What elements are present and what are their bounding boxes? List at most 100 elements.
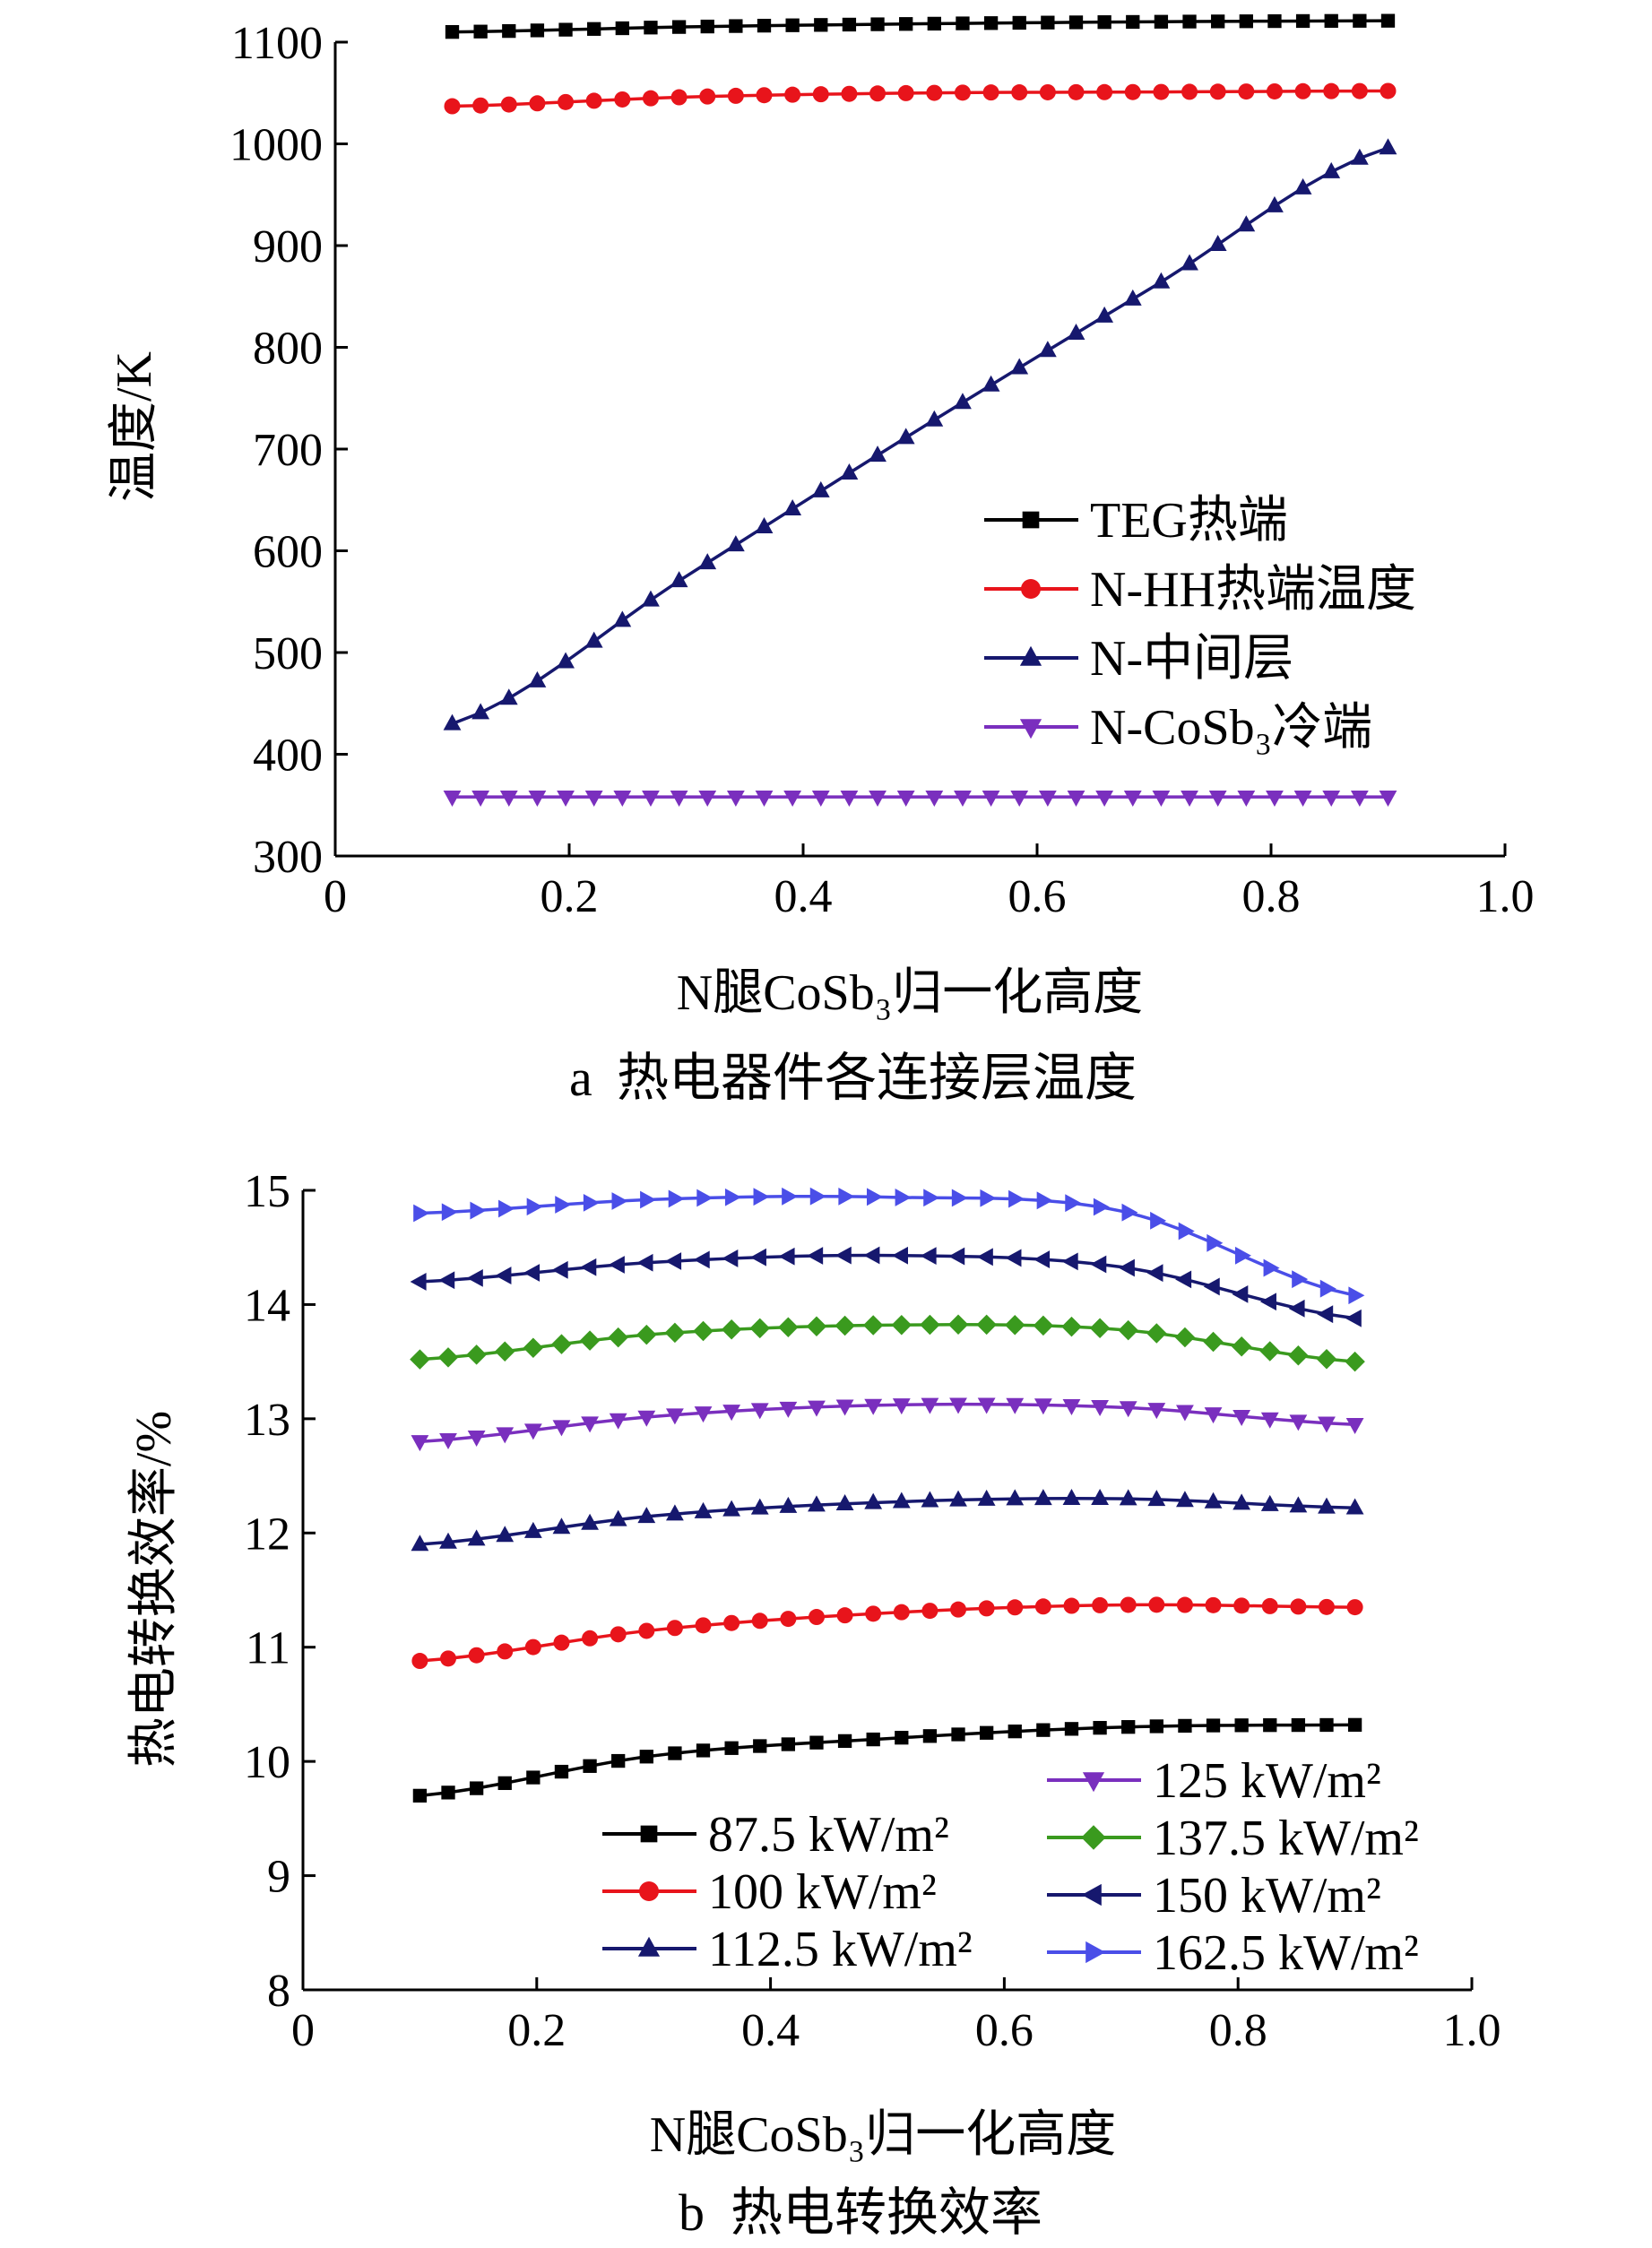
panel-b-series-3 xyxy=(411,1488,1364,1552)
panel-b-data-point xyxy=(1091,1400,1109,1417)
panel-a-data-point xyxy=(1181,790,1198,807)
panel-b-y-tick-label: 15 xyxy=(244,1166,290,1217)
panel-a-y-tick-label: 600 xyxy=(253,527,323,578)
panel-a-series-3 xyxy=(443,138,1397,731)
panel-b-data-point xyxy=(781,1737,796,1751)
panel-a-data-point xyxy=(471,703,490,720)
panel-a-data-point xyxy=(1324,13,1338,28)
panel-a-data-point xyxy=(1211,14,1225,29)
panel-b-data-point xyxy=(1345,1498,1364,1515)
panel-a-data-point xyxy=(1126,14,1140,30)
panel-a-y-tick-label: 300 xyxy=(253,832,323,883)
panel-b-data-point xyxy=(1261,1597,1278,1614)
panel-b-data-point xyxy=(895,1731,909,1745)
panel-b-data-point xyxy=(666,1408,684,1425)
panel-b-data-point xyxy=(583,1759,597,1773)
panel-b-data-point xyxy=(668,1189,685,1208)
panel-a-legend-item: N-CoSb₃冷端 xyxy=(984,700,1372,756)
panel-b-data-point xyxy=(581,1513,599,1530)
panel-b-data-point xyxy=(581,1416,599,1433)
panel-b-data-point xyxy=(863,1246,880,1265)
panel-b-data-point xyxy=(1034,1598,1051,1615)
panel-a-x-tick-label: 1.0 xyxy=(1476,871,1535,922)
panel-b-data-point xyxy=(1178,1222,1195,1241)
panel-a-data-point xyxy=(1123,289,1142,306)
panel-b-y-tick-label: 9 xyxy=(267,1852,290,1903)
panel-a-legend-label: N-HH热端温度 xyxy=(1090,562,1416,618)
panel-a-data-point xyxy=(814,18,828,32)
panel-b-data-point xyxy=(495,1267,512,1284)
panel-a-data-point xyxy=(615,21,629,36)
panel-b-data-point xyxy=(410,1273,427,1291)
panel-b-x-tick-label: 0.6 xyxy=(975,2005,1034,2056)
panel-b-data-point xyxy=(1289,1414,1308,1431)
panel-b-data-point xyxy=(1316,1349,1337,1370)
panel-a-data-point xyxy=(842,17,857,32)
panel-b-data-point xyxy=(693,1320,714,1342)
panel-a-data-point xyxy=(471,790,490,807)
panel-a-y-tick-label: 900 xyxy=(253,221,323,272)
panel-a-data-point xyxy=(840,790,859,807)
panel-b-caption-letter: b xyxy=(679,2183,705,2242)
panel-a-data-point xyxy=(445,25,460,39)
panel-a-series-line xyxy=(452,19,1388,34)
panel-a-data-point xyxy=(784,86,801,103)
panel-a-data-point xyxy=(1266,790,1284,807)
panel-a-data-point xyxy=(785,18,800,32)
panel-a-data-point xyxy=(1350,148,1369,165)
panel-b-data-point xyxy=(750,1403,769,1420)
panel-b-x-tick-label: 0.4 xyxy=(741,2005,800,2056)
panel-b-data-point xyxy=(1061,1252,1078,1271)
panel-b-data-point xyxy=(695,1617,712,1634)
panel-b-data-point xyxy=(806,1316,827,1337)
panel-b-data-point xyxy=(809,1187,826,1206)
panel-b-data-point xyxy=(862,1315,884,1336)
panel-b-data-point xyxy=(467,1430,486,1447)
panel-b-data-point xyxy=(1147,1490,1166,1507)
panel-b-legend-label: 137.5 kW/m² xyxy=(1153,1811,1419,1866)
panel-a-data-point xyxy=(1295,13,1310,29)
panel-b-legend-item: 112.5 kW/m² xyxy=(602,1922,973,1977)
panel-b-data-point xyxy=(749,1318,770,1339)
panel-a-data-point xyxy=(983,16,999,30)
panel-b-data-point xyxy=(809,1735,824,1750)
panel-a-data-point xyxy=(954,393,972,410)
panel-b-data-point xyxy=(1232,1285,1249,1303)
panel-b-data-point xyxy=(947,1314,969,1336)
panel-b-legend-item: 150 kW/m² xyxy=(1047,1868,1381,1924)
panel-a-data-point xyxy=(1068,15,1084,30)
panel-b-data-point xyxy=(1036,1723,1051,1737)
panel-a-data-point xyxy=(1239,14,1253,29)
panel-a-data-point xyxy=(1379,138,1397,155)
panel-b-data-point xyxy=(808,1400,826,1417)
panel-a-data-point xyxy=(726,790,745,807)
panel-a-data-point xyxy=(558,93,575,110)
panel-b-data-point xyxy=(1289,1496,1308,1513)
panel-a-data-point xyxy=(1011,84,1028,101)
panel-a-legend-marker xyxy=(1019,719,1042,739)
panel-b-legend-marker xyxy=(1085,1941,1106,1964)
panel-b-data-point xyxy=(411,1435,429,1452)
panel-b-data-point xyxy=(1008,1725,1022,1739)
panel-b-data-point xyxy=(1345,1309,1362,1327)
panel-b-legend-item: 87.5 kW/m² xyxy=(602,1807,949,1863)
panel-a-legend-label: TEG热端 xyxy=(1090,493,1288,549)
panel-a-y-tick-label: 800 xyxy=(253,324,323,375)
panel-b-data-point xyxy=(1061,1316,1082,1337)
panel-b-data-point xyxy=(948,1247,965,1266)
panel-b-data-point xyxy=(1260,1494,1279,1511)
panel-b-data-point xyxy=(1204,1407,1223,1424)
panel-a-caption-letter: a xyxy=(569,1049,592,1107)
panel-b-data-point xyxy=(1176,1491,1194,1508)
panel-a-data-point xyxy=(502,23,516,39)
panel-a-data-point xyxy=(896,790,915,807)
panel-b-series-line xyxy=(419,1194,1356,1297)
panel-a-data-point xyxy=(896,428,915,445)
panel-b-data-point xyxy=(441,1785,455,1800)
panel-a-data-point xyxy=(755,517,774,534)
panel-b-data-point xyxy=(1121,1720,1136,1734)
panel-b-y-tick-label: 13 xyxy=(244,1395,290,1446)
panel-a-series-line xyxy=(451,146,1389,726)
panel-a-data-point xyxy=(587,22,601,36)
panel-b-data-point xyxy=(1263,1258,1280,1277)
